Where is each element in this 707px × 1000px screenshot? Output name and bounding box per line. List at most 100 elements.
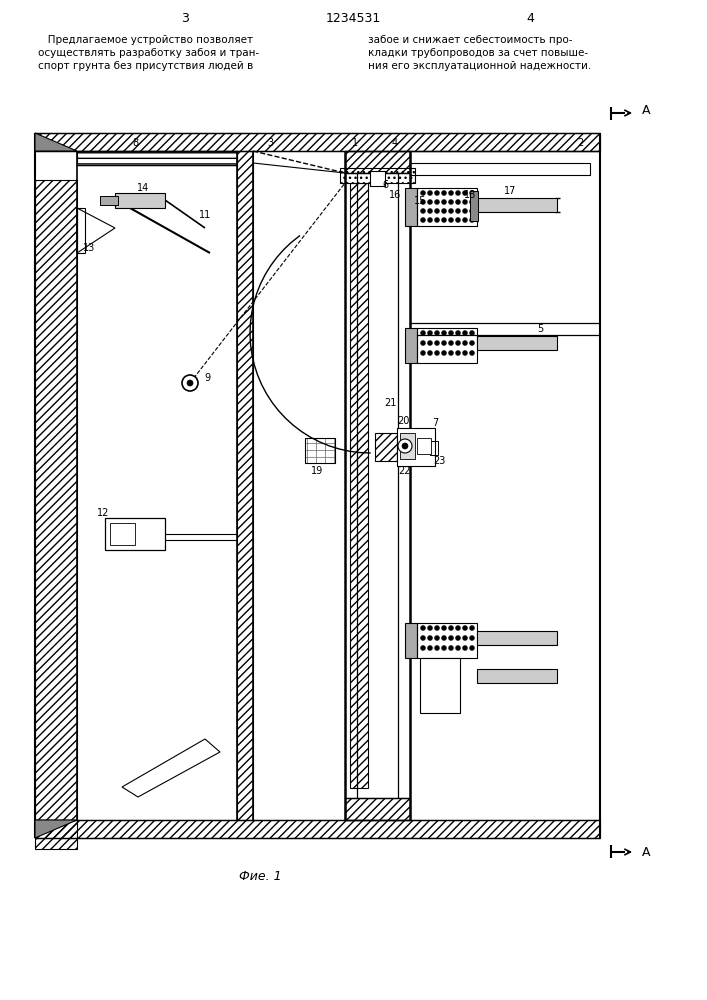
Circle shape [441,626,447,631]
Bar [110,523,135,545]
Circle shape [462,351,467,356]
Text: забое и снижает себестоимость про-
кладки трубопроводов за счет повыше-
ния его : забое и снижает себестоимость про- кладк… [368,35,591,71]
Circle shape [455,209,460,214]
Circle shape [441,330,447,336]
Circle shape [455,351,460,356]
Circle shape [455,646,460,650]
Circle shape [435,218,440,223]
Text: 4: 4 [526,11,534,24]
Circle shape [469,340,474,346]
Circle shape [462,190,467,196]
Circle shape [462,626,467,631]
Circle shape [428,209,433,214]
Circle shape [462,200,467,205]
Text: Фие. 1: Фие. 1 [239,869,281,882]
Circle shape [441,636,447,641]
Circle shape [435,190,440,196]
Bar [340,168,415,183]
Circle shape [469,190,474,196]
Circle shape [455,190,460,196]
Circle shape [469,351,474,356]
Bar [237,151,253,820]
Circle shape [428,200,433,205]
Circle shape [421,330,426,336]
Circle shape [428,330,433,336]
Bar [410,163,590,175]
Bar [417,438,431,454]
Circle shape [435,209,440,214]
Circle shape [435,200,440,205]
Bar [35,820,600,838]
Circle shape [455,330,460,336]
Circle shape [428,351,433,356]
Bar [77,208,85,253]
Bar [477,669,557,683]
Text: Предлагаемое устройство позволяет
осуществлять разработку забоя и тран-
спорт гр: Предлагаемое устройство позволяет осущес… [38,35,259,71]
Circle shape [441,646,447,650]
Text: 15: 15 [414,196,426,206]
Polygon shape [35,133,77,151]
Circle shape [428,218,433,223]
Text: 20: 20 [397,416,409,426]
Bar [470,191,478,221]
Circle shape [435,626,440,631]
Circle shape [455,636,460,641]
Text: 7: 7 [432,418,438,428]
Circle shape [421,200,426,205]
Text: 5: 5 [537,324,543,334]
Circle shape [448,626,453,631]
Text: 1234531: 1234531 [325,11,380,24]
Bar [477,336,557,350]
Circle shape [448,218,453,223]
Circle shape [428,340,433,346]
Bar [420,658,460,713]
Bar [430,441,438,455]
Bar [397,428,435,466]
Circle shape [455,200,460,205]
Circle shape [435,636,440,641]
Bar [405,188,417,226]
Bar [345,798,410,820]
Circle shape [435,340,440,346]
Text: 12: 12 [97,508,109,518]
Circle shape [462,340,467,346]
Circle shape [448,646,453,650]
Circle shape [421,626,426,631]
Circle shape [428,626,433,631]
Text: 18: 18 [464,190,476,200]
Circle shape [441,209,447,214]
Bar [370,171,385,186]
Text: 17: 17 [504,186,516,196]
Circle shape [455,626,460,631]
Circle shape [469,218,474,223]
Text: 11: 11 [199,210,211,220]
Circle shape [441,351,447,356]
Circle shape [469,646,474,650]
Circle shape [448,330,453,336]
Bar [115,193,165,208]
Polygon shape [35,820,77,838]
Bar [417,328,477,363]
Circle shape [469,200,474,205]
Text: 6: 6 [382,180,388,190]
Circle shape [469,636,474,641]
Bar [477,198,557,212]
Circle shape [455,218,460,223]
Circle shape [462,330,467,336]
Circle shape [398,439,412,453]
Text: A: A [642,846,650,858]
Text: 2: 2 [577,138,583,148]
Circle shape [421,636,426,641]
Circle shape [469,330,474,336]
Circle shape [428,636,433,641]
Circle shape [448,340,453,346]
Bar [405,328,417,363]
Circle shape [469,626,474,631]
Circle shape [182,375,198,391]
Circle shape [448,200,453,205]
Bar [345,151,410,173]
Circle shape [421,351,426,356]
Circle shape [455,340,460,346]
Circle shape [441,218,447,223]
Circle shape [448,636,453,641]
